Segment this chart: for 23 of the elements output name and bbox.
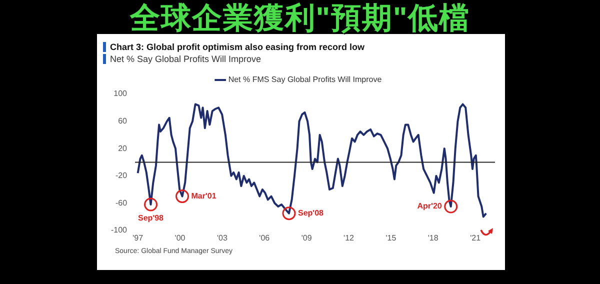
x-tick-label: '15	[386, 233, 397, 242]
x-tick-label: '97	[132, 233, 144, 242]
chart-title: 全球企業獲利"預期"低檔	[128, 1, 472, 37]
x-tick-label: '00	[174, 233, 186, 242]
x-tick-label: '03	[216, 233, 228, 242]
x-tick-label: '06	[259, 233, 270, 242]
x-tick-label: '12	[344, 233, 355, 242]
annotation: Sep'08	[298, 208, 324, 218]
annotation: Mar'01	[191, 192, 217, 201]
y-tick-label: -20	[115, 171, 128, 180]
x-tick-label: '21	[470, 233, 482, 242]
legend-label: Net % FMS Say Global Profits Will Improve	[228, 75, 382, 84]
y-tick-label: -100	[110, 226, 128, 235]
annotation: Apr'20	[417, 202, 442, 211]
y-tick-label: 20	[118, 144, 128, 153]
chart-subtitle: Chart 3: Global profit optimism also easing from record low	[103, 42, 365, 52]
x-tick-label: '18	[428, 233, 439, 242]
y-axis-title: Net % Say Global Profits Will Improve	[103, 54, 262, 64]
y-tick-label: 100	[114, 89, 128, 98]
x-tick-label: '09	[301, 233, 312, 242]
y-tick-label: -60	[115, 198, 128, 208]
annotation: Sep'98	[138, 214, 164, 223]
y-tick-label: 60	[118, 116, 128, 126]
